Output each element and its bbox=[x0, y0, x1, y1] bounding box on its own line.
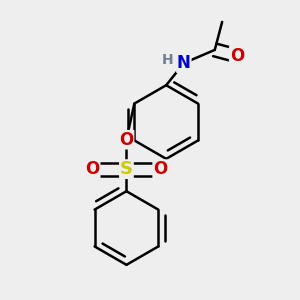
Text: O: O bbox=[85, 160, 100, 178]
Text: O: O bbox=[153, 160, 167, 178]
Text: H: H bbox=[162, 52, 173, 67]
Text: N: N bbox=[177, 54, 191, 72]
Text: O: O bbox=[230, 47, 244, 65]
Text: S: S bbox=[120, 160, 133, 178]
Text: O: O bbox=[119, 131, 134, 149]
